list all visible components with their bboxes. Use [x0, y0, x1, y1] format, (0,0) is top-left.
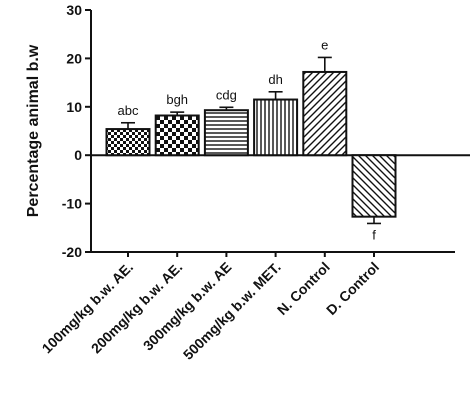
x-tick-label: 500mg/kg b.w. MET. — [180, 259, 284, 363]
y-tick-label: 10 — [66, 99, 82, 115]
x-tick-label: 200mg/kg b.w. AE. — [88, 259, 186, 357]
bar — [253, 98, 299, 157]
bar — [154, 114, 200, 157]
x-tick-label: D. Control — [323, 259, 382, 318]
plot-area: -20 -10 0 10 20 30 Percentage animal b.w abc 100… — [25, 2, 470, 363]
significance-label: dh — [268, 72, 282, 87]
bar — [105, 128, 151, 157]
y-tick-label: 30 — [66, 2, 82, 18]
significance-label: abc — [118, 103, 139, 118]
significance-label: cdg — [216, 87, 237, 102]
bar — [302, 70, 348, 157]
significance-label: f — [372, 227, 376, 242]
significance-label: bgh — [166, 92, 188, 107]
y-tick-label: -20 — [62, 244, 82, 260]
bar — [351, 154, 397, 218]
bar — [203, 109, 249, 157]
x-tick-label: 100mg/kg b.w. AE. — [39, 259, 137, 357]
y-tick-label: 20 — [66, 50, 82, 66]
y-tick-label: 0 — [74, 147, 82, 163]
y-axis-title: Percentage animal b.w — [25, 44, 42, 217]
significance-label: e — [321, 37, 328, 52]
y-tick-label: -10 — [62, 196, 82, 212]
x-tick-label: 300mg/kg b.w. AE — [140, 259, 235, 354]
